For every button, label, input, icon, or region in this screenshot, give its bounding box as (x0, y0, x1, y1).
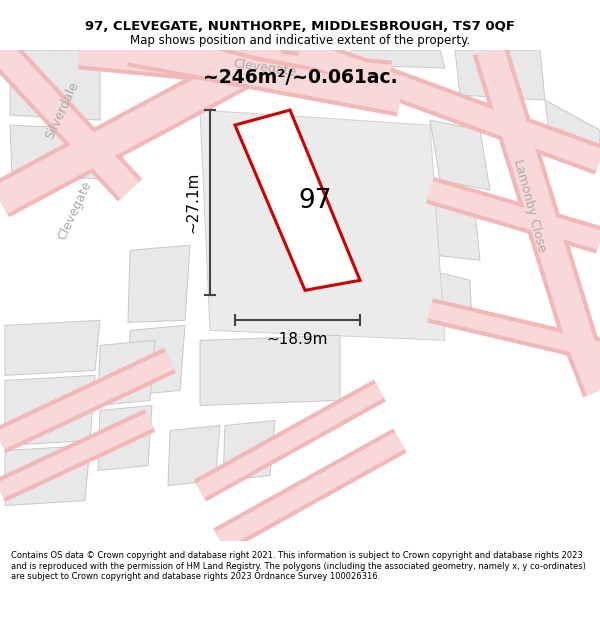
Polygon shape (155, 50, 255, 65)
Polygon shape (545, 100, 600, 160)
Text: ~27.1m: ~27.1m (185, 172, 200, 233)
Polygon shape (430, 200, 480, 260)
Polygon shape (5, 376, 95, 446)
Polygon shape (430, 270, 472, 326)
Polygon shape (455, 50, 545, 100)
Text: Silverdale: Silverdale (43, 79, 81, 141)
Text: Clevegate: Clevegate (56, 179, 94, 242)
Polygon shape (98, 341, 155, 406)
Polygon shape (128, 326, 185, 396)
Polygon shape (200, 336, 340, 406)
Polygon shape (260, 50, 345, 65)
Polygon shape (235, 110, 360, 290)
Text: ~18.9m: ~18.9m (267, 332, 328, 348)
Text: ~246m²/~0.061ac.: ~246m²/~0.061ac. (203, 68, 397, 87)
Text: Map shows position and indicative extent of the property.: Map shows position and indicative extent… (130, 34, 470, 47)
Polygon shape (5, 446, 90, 506)
Polygon shape (223, 421, 275, 481)
Polygon shape (10, 50, 100, 120)
Text: 97, CLEVEGATE, NUNTHORPE, MIDDLESBROUGH, TS7 0QF: 97, CLEVEGATE, NUNTHORPE, MIDDLESBROUGH,… (85, 21, 515, 33)
Polygon shape (350, 50, 445, 68)
Polygon shape (430, 120, 490, 190)
Polygon shape (5, 321, 100, 376)
Text: 97: 97 (299, 189, 332, 214)
Polygon shape (128, 245, 190, 322)
Polygon shape (168, 426, 220, 486)
Polygon shape (200, 110, 445, 341)
Text: Clevegate: Clevegate (233, 57, 298, 79)
Text: Lamonby Close: Lamonby Close (511, 158, 548, 253)
Polygon shape (98, 406, 152, 471)
Text: Contains OS data © Crown copyright and database right 2021. This information is : Contains OS data © Crown copyright and d… (11, 551, 586, 581)
Polygon shape (10, 125, 125, 180)
